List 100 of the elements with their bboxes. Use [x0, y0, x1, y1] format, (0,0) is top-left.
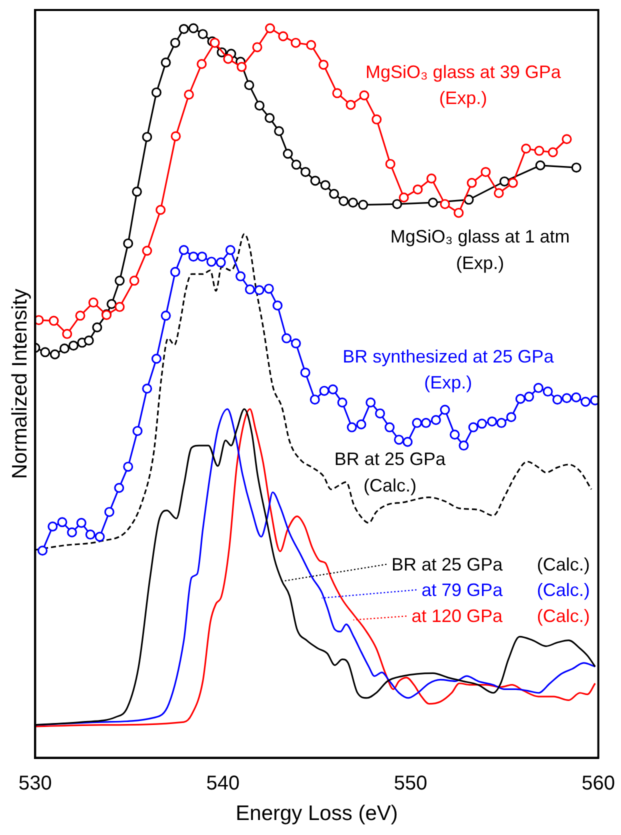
point: [216, 257, 226, 268]
point: [85, 530, 96, 540]
point: [151, 354, 162, 364]
point: [188, 252, 198, 262]
point: [197, 252, 208, 262]
point: [402, 436, 413, 447]
point: [348, 198, 358, 208]
point: [291, 160, 302, 170]
point: [535, 160, 546, 170]
point: [533, 382, 544, 393]
series-label: BR at 25 GPa (Calc.): [334, 449, 446, 496]
point: [346, 100, 356, 110]
point: [412, 184, 423, 194]
point: [264, 284, 274, 294]
point: [210, 38, 220, 48]
point: [521, 144, 532, 154]
x-axis-title: Energy Loss (eV): [236, 802, 398, 826]
point: [254, 100, 265, 111]
point: [282, 148, 293, 159]
point: [440, 199, 450, 210]
point: [129, 276, 140, 286]
point: [104, 506, 114, 517]
point: [142, 132, 152, 142]
point: [468, 422, 478, 432]
point: [450, 430, 460, 440]
point: [198, 29, 208, 40]
point: [92, 322, 102, 332]
point: [84, 335, 94, 346]
x-tick-label: 560: [582, 772, 616, 794]
point: [496, 418, 506, 428]
point: [244, 284, 255, 294]
series-label: BR synthesized at 25 GPa (Exp.): [342, 346, 555, 393]
point: [542, 386, 553, 397]
text: at 120 GPa (Calc.): [412, 606, 590, 626]
point: [346, 422, 357, 432]
point: [196, 58, 207, 69]
point: [476, 418, 487, 429]
point: [282, 333, 292, 344]
point: [548, 147, 558, 158]
point: [494, 188, 504, 198]
point: [375, 408, 386, 418]
point: [57, 517, 68, 528]
point: [412, 418, 422, 428]
point: [366, 398, 376, 408]
text: BR at 25 GPa (Calc.): [392, 554, 590, 574]
point: [114, 482, 124, 493]
series-label: MgSiO₃ glass at 1 atm (Exp.): [390, 226, 570, 273]
point: [454, 208, 464, 218]
point: [106, 299, 117, 310]
point: [338, 196, 349, 206]
point: [524, 392, 534, 402]
point: [252, 42, 262, 52]
point: [225, 245, 236, 256]
point: [178, 24, 189, 34]
point: [50, 349, 60, 360]
point: [332, 88, 342, 98]
point: [236, 62, 247, 72]
point: [290, 38, 301, 48]
point: [320, 180, 330, 190]
point: [506, 412, 516, 422]
text: at 79 GPa (Calc.): [422, 580, 590, 600]
point: [319, 386, 330, 396]
point: [392, 199, 402, 210]
point: [562, 134, 572, 144]
point: [428, 198, 438, 208]
point: [358, 200, 368, 210]
point: [114, 276, 125, 286]
point: [132, 426, 142, 436]
point: [94, 532, 105, 542]
point: [458, 440, 469, 451]
point: [466, 178, 477, 188]
point: [48, 316, 59, 326]
point: [421, 418, 431, 428]
point: [552, 394, 562, 405]
point: [508, 178, 518, 188]
point: [562, 393, 572, 404]
point: [571, 162, 582, 173]
point: [487, 416, 498, 426]
point: [515, 394, 526, 404]
point: [59, 344, 70, 354]
point: [300, 368, 310, 378]
point: [160, 58, 171, 68]
point: [114, 302, 125, 312]
point: [62, 328, 72, 339]
point: [35, 315, 44, 326]
point: [290, 338, 301, 348]
point: [310, 394, 320, 405]
point: [244, 80, 254, 90]
point: [123, 238, 134, 248]
point: [329, 188, 340, 199]
point: [430, 415, 441, 426]
point: [359, 90, 370, 100]
point: [272, 300, 283, 310]
point: [274, 126, 284, 136]
x-tick-label: 550: [394, 772, 428, 794]
point: [156, 204, 166, 215]
point: [151, 87, 162, 98]
point: [278, 31, 288, 42]
point: [310, 176, 320, 186]
point: [142, 246, 152, 256]
